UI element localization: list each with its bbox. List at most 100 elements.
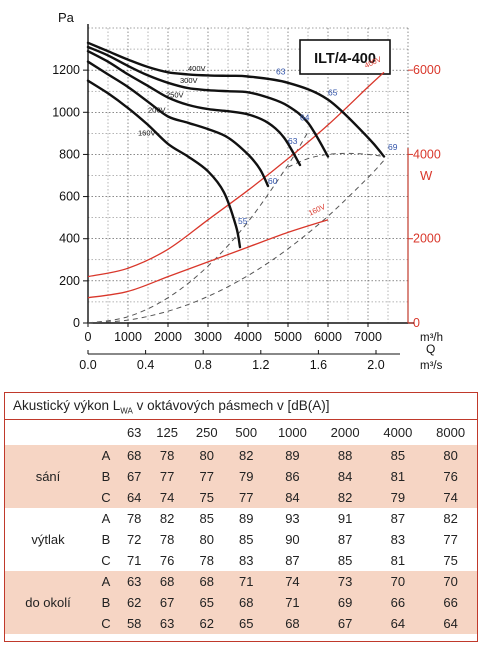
x-unit-label-top: m³/h <box>420 332 443 344</box>
table-cell: 67 <box>121 466 148 487</box>
row-letter: A <box>91 571 121 592</box>
table-cell: 91 <box>337 511 353 526</box>
group-label <box>5 487 91 508</box>
table-cell: 80 <box>424 445 477 466</box>
chart-svg: 0 200 400 600 800 1000 1200 0 2000 4000 6000 0 1000 2… <box>52 10 443 372</box>
table-cell: 64 <box>424 613 477 634</box>
table-cell: 76 <box>424 466 477 487</box>
power-curve-160V <box>87 219 329 299</box>
table-cell: 68 <box>266 613 319 634</box>
y-tick-label: 600 <box>59 190 80 204</box>
table-cell: 77 <box>147 466 187 487</box>
table-cell: 80 <box>199 532 214 547</box>
table-row: A 63 68 68 71 74 73 70 70 <box>5 571 477 592</box>
table-cell: 89 <box>239 511 254 526</box>
pressure-curve-400V <box>86 41 386 158</box>
pressure-curve-200V <box>86 60 270 188</box>
table-cell: 65 <box>186 592 227 613</box>
curve-end-label: 60 <box>268 176 278 186</box>
table-cell: 82 <box>159 511 175 526</box>
table-cell: 67 <box>147 592 187 613</box>
row-letter: A <box>101 511 111 526</box>
table-cell: 70 <box>371 571 425 592</box>
table-cell: 68 <box>186 571 227 592</box>
power-curve-400V <box>87 71 385 278</box>
table-cell: 74 <box>147 487 187 508</box>
x-tick-label: 1000 <box>114 330 142 344</box>
header-empty-cell <box>91 420 121 445</box>
table-cell: 68 <box>226 592 267 613</box>
chart-title: ILT/4-400 <box>314 51 376 67</box>
y-tick-label: 0 <box>73 316 80 330</box>
table-title-prefix: Akustický výkon L <box>13 398 121 413</box>
table-cell: 71 <box>226 571 267 592</box>
table-cell: 77 <box>226 487 267 508</box>
curve-end-label: 69 <box>388 142 398 152</box>
pressure-curve-300V <box>86 45 330 158</box>
group-label <box>5 613 91 634</box>
group-label <box>5 445 91 466</box>
x-tick-label: 0 <box>85 330 92 344</box>
table-cell: 67 <box>318 613 372 634</box>
table-cell: 89 <box>266 445 319 466</box>
x-tick-label: 5000 <box>274 330 302 344</box>
y2-axis-label: W <box>420 168 433 183</box>
curve-end-label: 63 <box>288 136 298 146</box>
table-row: C 71 76 78 83 87 85 81 75 <box>5 550 477 571</box>
pressure-curve-label-200V: 200V <box>148 105 166 114</box>
y-tick-label: 1200 <box>52 63 80 77</box>
table-row: C 64 74 75 77 84 82 79 74 <box>5 487 477 508</box>
group-label: sání <box>5 466 91 487</box>
table-cell: 86 <box>266 466 319 487</box>
row-letter: B <box>101 532 111 547</box>
x-tick-label: 4000 <box>234 330 262 344</box>
row-letter: B <box>91 466 121 487</box>
table-row: A 68 78 80 82 89 88 85 80 <box>5 445 477 466</box>
y-tick-label: 1000 <box>52 105 80 119</box>
curve-end-label: 65 <box>328 87 338 97</box>
table-cell: 75 <box>186 487 227 508</box>
row-letter: A <box>91 445 121 466</box>
table-cell: 78 <box>159 532 175 547</box>
curve-end-label: 55 <box>238 216 248 226</box>
frequency-header: 500 <box>235 425 258 440</box>
table-title-sub: WA <box>120 406 133 416</box>
group-label: do okolí <box>5 592 91 613</box>
table-cell: 62 <box>186 613 227 634</box>
table-cell: 74 <box>424 487 477 508</box>
x2-tick-label: 2.0 <box>367 358 384 372</box>
frequency-header: 2000 <box>330 425 360 440</box>
table-cell: 72 <box>126 532 142 547</box>
x-tick-label: 7000 <box>354 330 382 344</box>
table-cell: 63 <box>147 613 187 634</box>
x-unit-label-bottom: m³/s <box>420 360 443 372</box>
table-cell: 78 <box>199 553 214 568</box>
curve-end-label: 63 <box>276 66 286 76</box>
table-cell: 58 <box>121 613 148 634</box>
x2-tick-label: 0.8 <box>195 358 212 372</box>
table-cell: 65 <box>226 613 267 634</box>
group-label <box>5 550 91 571</box>
table-cell: 83 <box>390 532 406 547</box>
table-row: A 78 82 85 89 93 91 87 82 <box>5 508 477 529</box>
table-header-row: 63 125 250 500 1000 2000 4000 8000 <box>5 420 477 445</box>
table-cell: 84 <box>318 466 372 487</box>
group-label <box>5 508 91 529</box>
table-cell: 81 <box>390 553 406 568</box>
table-cell: 81 <box>371 466 425 487</box>
table-cell: 68 <box>147 571 187 592</box>
x2-tick-label: 1.6 <box>310 358 327 372</box>
table-cell: 84 <box>266 487 319 508</box>
frequency-header: 4000 <box>383 425 413 440</box>
table-cell: 82 <box>443 511 458 526</box>
table-cell: 77 <box>186 466 227 487</box>
table-cell: 79 <box>371 487 425 508</box>
y2-tick-label: 4000 <box>413 147 441 161</box>
table-cell: 80 <box>186 445 227 466</box>
fan-performance-chart: 0 200 400 600 800 1000 1200 0 2000 4000 6000 0 1000 2… <box>52 10 443 372</box>
pressure-curve-250V <box>86 50 302 167</box>
table-cell: 66 <box>371 592 425 613</box>
x-tick-label: 3000 <box>194 330 222 344</box>
x-unit-label-mid: Q <box>426 342 435 356</box>
table-row: C 58 63 62 65 68 67 64 64 <box>5 613 477 634</box>
